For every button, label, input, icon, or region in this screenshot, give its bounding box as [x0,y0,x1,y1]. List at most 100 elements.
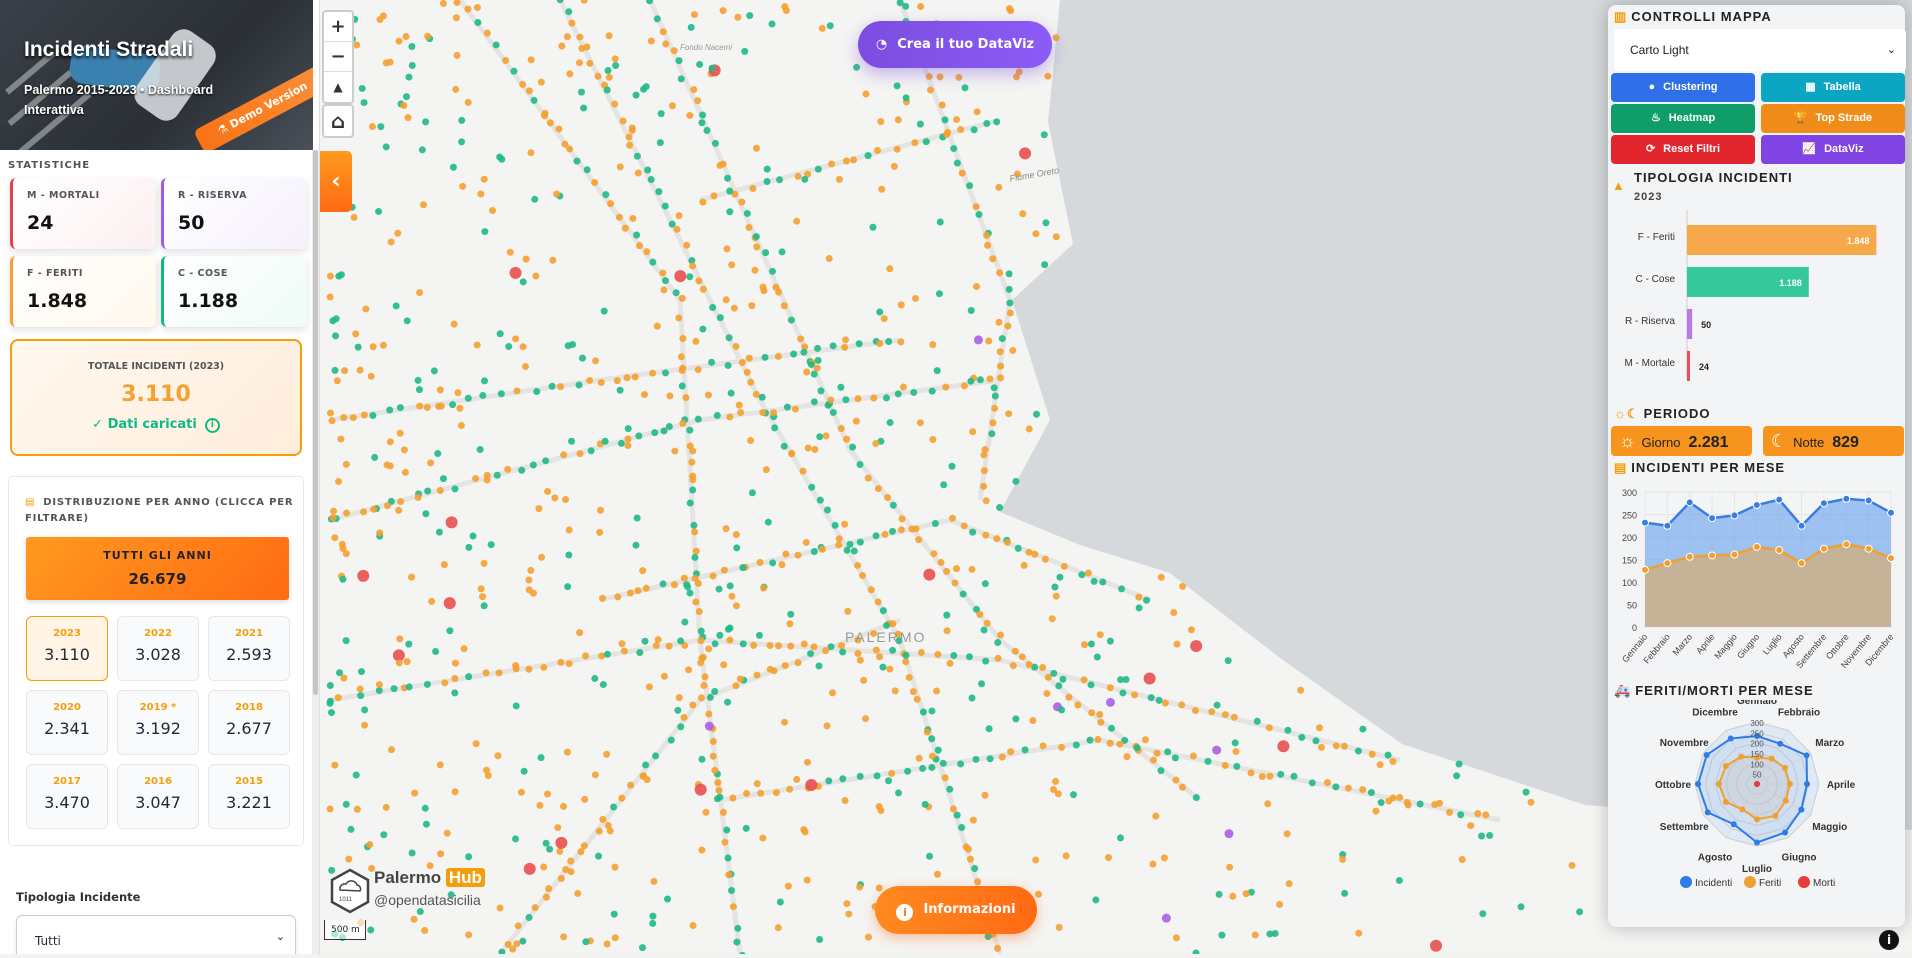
incident-marker[interactable] [1377,799,1385,807]
incident-marker[interactable] [1396,793,1404,801]
incident-marker[interactable] [824,401,832,409]
incident-marker[interactable] [610,910,618,918]
incident-marker[interactable] [366,840,374,848]
incident-marker[interactable] [877,118,885,126]
incident-marker[interactable] [709,738,717,746]
incident-marker[interactable] [670,47,678,55]
incident-marker[interactable] [844,607,852,615]
incident-marker[interactable] [533,388,541,396]
incident-marker[interactable] [1161,913,1171,923]
incident-marker[interactable] [874,598,882,606]
incident-marker[interactable] [730,304,738,312]
incident-marker[interactable] [380,831,388,839]
incident-marker[interactable] [668,102,676,110]
incident-marker[interactable] [549,256,557,264]
incident-marker[interactable] [479,593,487,601]
incident-marker[interactable] [649,258,657,266]
incident-marker[interactable] [1041,261,1049,269]
incident-marker[interactable] [580,0,588,4]
incident-marker[interactable] [392,302,400,310]
incident-marker[interactable] [716,161,724,169]
incident-marker[interactable] [1522,788,1530,796]
incident-marker[interactable] [382,803,390,811]
incident-marker[interactable] [698,119,706,127]
incident-marker[interactable] [894,116,902,124]
incident-marker[interactable] [605,73,613,81]
incident-marker[interactable] [611,863,619,871]
incident-marker[interactable] [386,462,394,470]
incident-marker[interactable] [971,865,979,873]
incident-marker[interactable] [758,393,766,401]
incident-marker[interactable] [568,19,576,27]
incident-marker[interactable] [1005,270,1013,278]
incident-marker[interactable] [1044,72,1052,80]
incident-marker[interactable] [1340,742,1348,750]
incident-marker[interactable] [1043,689,1051,697]
incident-marker[interactable] [685,666,693,674]
incident-marker[interactable] [980,467,988,475]
incident-marker[interactable] [943,567,951,575]
incident-marker[interactable] [726,582,734,590]
incident-marker[interactable] [453,0,461,7]
incident-marker[interactable] [1189,752,1197,760]
incident-marker[interactable] [504,940,512,948]
incident-marker[interactable] [921,800,929,808]
incident-marker[interactable] [750,641,758,649]
incident-marker[interactable] [989,255,997,263]
incident-marker[interactable] [476,446,484,454]
incident-marker[interactable] [377,123,385,131]
incident-marker[interactable] [679,419,687,427]
tabella-button[interactable]: ▦ Tabella [1761,73,1905,102]
incident-marker[interactable] [430,367,438,375]
incident-marker[interactable] [1031,663,1039,671]
incident-marker[interactable] [1221,762,1229,770]
incident-marker[interactable] [771,424,779,432]
incident-marker[interactable] [600,307,608,315]
incident-marker[interactable] [415,386,423,394]
incident-marker[interactable] [803,368,811,376]
incident-marker[interactable] [513,387,521,395]
incident-marker[interactable] [1062,852,1070,860]
incident-marker[interactable] [941,774,949,782]
incident-marker[interactable] [890,162,898,170]
incident-marker[interactable] [1339,855,1347,863]
incident-marker[interactable] [360,411,368,419]
incident-marker[interactable] [710,192,718,200]
incident-marker[interactable] [993,118,1001,126]
incident-marker[interactable] [1435,799,1443,807]
incident-marker[interactable] [439,475,447,483]
incident-marker[interactable] [889,620,897,628]
incident-marker[interactable] [583,166,591,174]
incident-marker[interactable] [780,302,788,310]
incident-marker[interactable] [734,924,742,932]
incident-marker[interactable] [1056,573,1064,581]
zoom-in-button[interactable]: + [324,12,352,42]
incident-marker[interactable] [529,589,537,597]
incident-marker[interactable] [1178,701,1186,709]
incident-marker[interactable] [743,368,751,376]
incident-marker[interactable] [449,163,457,171]
incident-marker[interactable] [1368,750,1376,758]
incident-marker[interactable] [1416,800,1424,808]
incident-marker[interactable] [1161,699,1169,707]
incident-marker[interactable] [725,334,733,342]
incident-marker[interactable] [1271,930,1279,938]
incident-marker[interactable] [810,398,818,406]
incident-marker[interactable] [581,795,589,803]
incident-marker[interactable] [403,317,411,325]
incident-marker[interactable] [1253,717,1261,725]
incident-marker[interactable] [1277,770,1285,778]
incident-marker[interactable] [704,391,712,399]
incident-marker[interactable] [935,290,943,298]
incident-marker[interactable] [708,64,716,72]
incident-marker[interactable] [1455,760,1463,768]
incident-marker[interactable] [953,159,961,167]
incident-marker[interactable] [423,680,431,688]
incident-marker[interactable] [337,435,345,443]
incident-marker[interactable] [960,382,968,390]
incident-marker[interactable] [843,435,851,443]
incident-marker[interactable] [724,174,732,182]
incident-marker[interactable] [677,723,685,731]
incident-marker[interactable] [698,654,706,662]
incident-marker[interactable] [814,344,822,352]
